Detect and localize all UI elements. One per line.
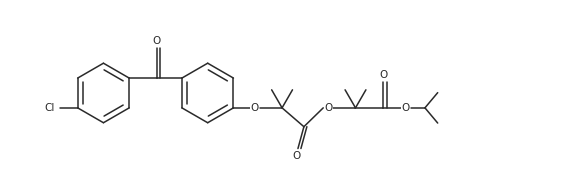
- Text: O: O: [402, 103, 410, 113]
- Text: O: O: [293, 151, 301, 161]
- Text: O: O: [251, 103, 259, 113]
- Text: O: O: [379, 70, 387, 80]
- Text: O: O: [324, 103, 332, 113]
- Text: O: O: [153, 36, 161, 46]
- Text: Cl: Cl: [45, 103, 55, 113]
